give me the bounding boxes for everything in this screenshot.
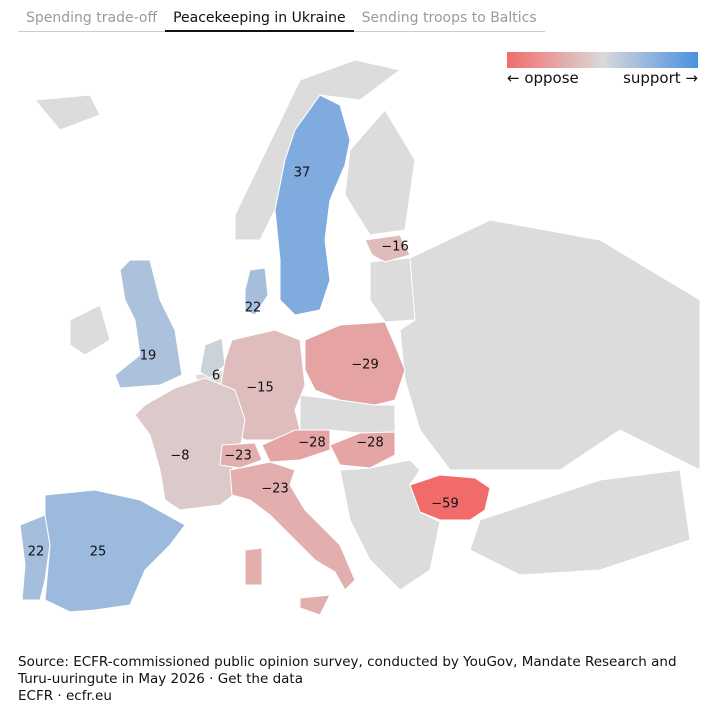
- tab-active[interactable]: Peacekeeping in Ukraine: [165, 8, 354, 32]
- country-value-label: 6: [212, 369, 220, 384]
- country-value-label: −15: [246, 381, 273, 396]
- country: [274, 94, 351, 316]
- legend-low: ← oppose: [507, 69, 579, 87]
- country: [134, 377, 246, 511]
- country: [299, 594, 331, 616]
- country-no-data: [369, 257, 416, 323]
- country-value-label: 22: [28, 545, 45, 560]
- countries: 37 −16 22 19 6 −15 −29 −8 −23 −28 −28 −23 −59 22 25: [19, 94, 491, 616]
- country: [364, 234, 411, 263]
- country-value-label: −59: [431, 497, 458, 512]
- country-no-data: [344, 109, 416, 236]
- country: [244, 547, 263, 586]
- country: [304, 321, 406, 406]
- country-value-label: −28: [298, 436, 325, 451]
- country: [229, 461, 356, 591]
- country-no-data: [469, 469, 691, 576]
- country-value-label: −28: [356, 436, 383, 451]
- country: [329, 431, 396, 469]
- country-value-label: −16: [381, 240, 408, 255]
- tab-bar: Spending trade-off Peacekeeping in Ukrai…: [18, 8, 545, 32]
- country-value-label: 25: [90, 545, 107, 560]
- data-link[interactable]: Get the data: [217, 671, 303, 687]
- country: [44, 489, 186, 613]
- country-value-label: −23: [261, 482, 288, 497]
- footer: Source: ECFR-commissioned public opinion…: [18, 654, 678, 705]
- country-value-label: 22: [245, 301, 262, 316]
- country-value-label: −23: [224, 449, 251, 464]
- tab[interactable]: Spending trade-off: [18, 8, 166, 32]
- country-value-label: −29: [351, 358, 378, 373]
- country-no-data: [399, 219, 701, 471]
- country: [219, 442, 263, 469]
- legend-gradient: [507, 52, 698, 68]
- country: [244, 267, 269, 316]
- country: [199, 337, 226, 379]
- country: [409, 474, 491, 521]
- country: [114, 259, 183, 389]
- credit: ECFR · ecfr.eu: [18, 688, 112, 704]
- country-value-label: −8: [170, 449, 189, 464]
- country-value-label: 19: [140, 349, 157, 364]
- legend-high: support →: [623, 69, 698, 87]
- country-no-data: [339, 459, 441, 591]
- country-value-label: 37: [294, 166, 311, 181]
- source-text: Source: ECFR-commissioned public opinion…: [18, 654, 677, 687]
- country-no-data: [34, 94, 101, 131]
- country-no-data: [69, 304, 111, 356]
- map: 37 −16 22 19 6 −15 −29 −8 −23 −28 −28 −23 −59 22 25 ← …: [19, 52, 701, 616]
- tab[interactable]: Sending troops to Baltics: [353, 8, 545, 32]
